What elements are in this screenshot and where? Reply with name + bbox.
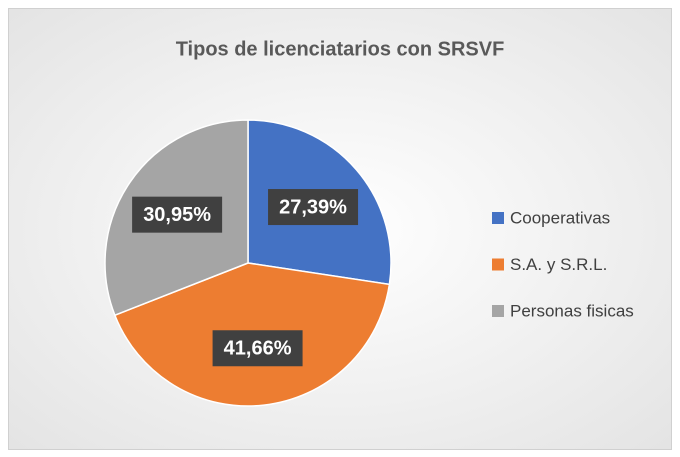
data-label-box bbox=[132, 196, 223, 233]
chart-title: Tipos de licenciatarios con SRSVF bbox=[176, 38, 505, 60]
data-label: 30,95% bbox=[143, 204, 211, 226]
data-label: 41,66% bbox=[224, 338, 292, 360]
data-label-box bbox=[212, 330, 303, 367]
legend-label: Personas fisicas bbox=[510, 301, 634, 320]
legend-label: Cooperativas bbox=[510, 208, 610, 227]
legend-label: S.A. y S.R.L. bbox=[510, 255, 607, 274]
data-label-box bbox=[268, 189, 359, 226]
legend-swatch bbox=[492, 258, 504, 271]
legend-swatch bbox=[492, 212, 504, 224]
data-label: 27,39% bbox=[279, 196, 347, 218]
legend-swatch bbox=[492, 305, 504, 317]
